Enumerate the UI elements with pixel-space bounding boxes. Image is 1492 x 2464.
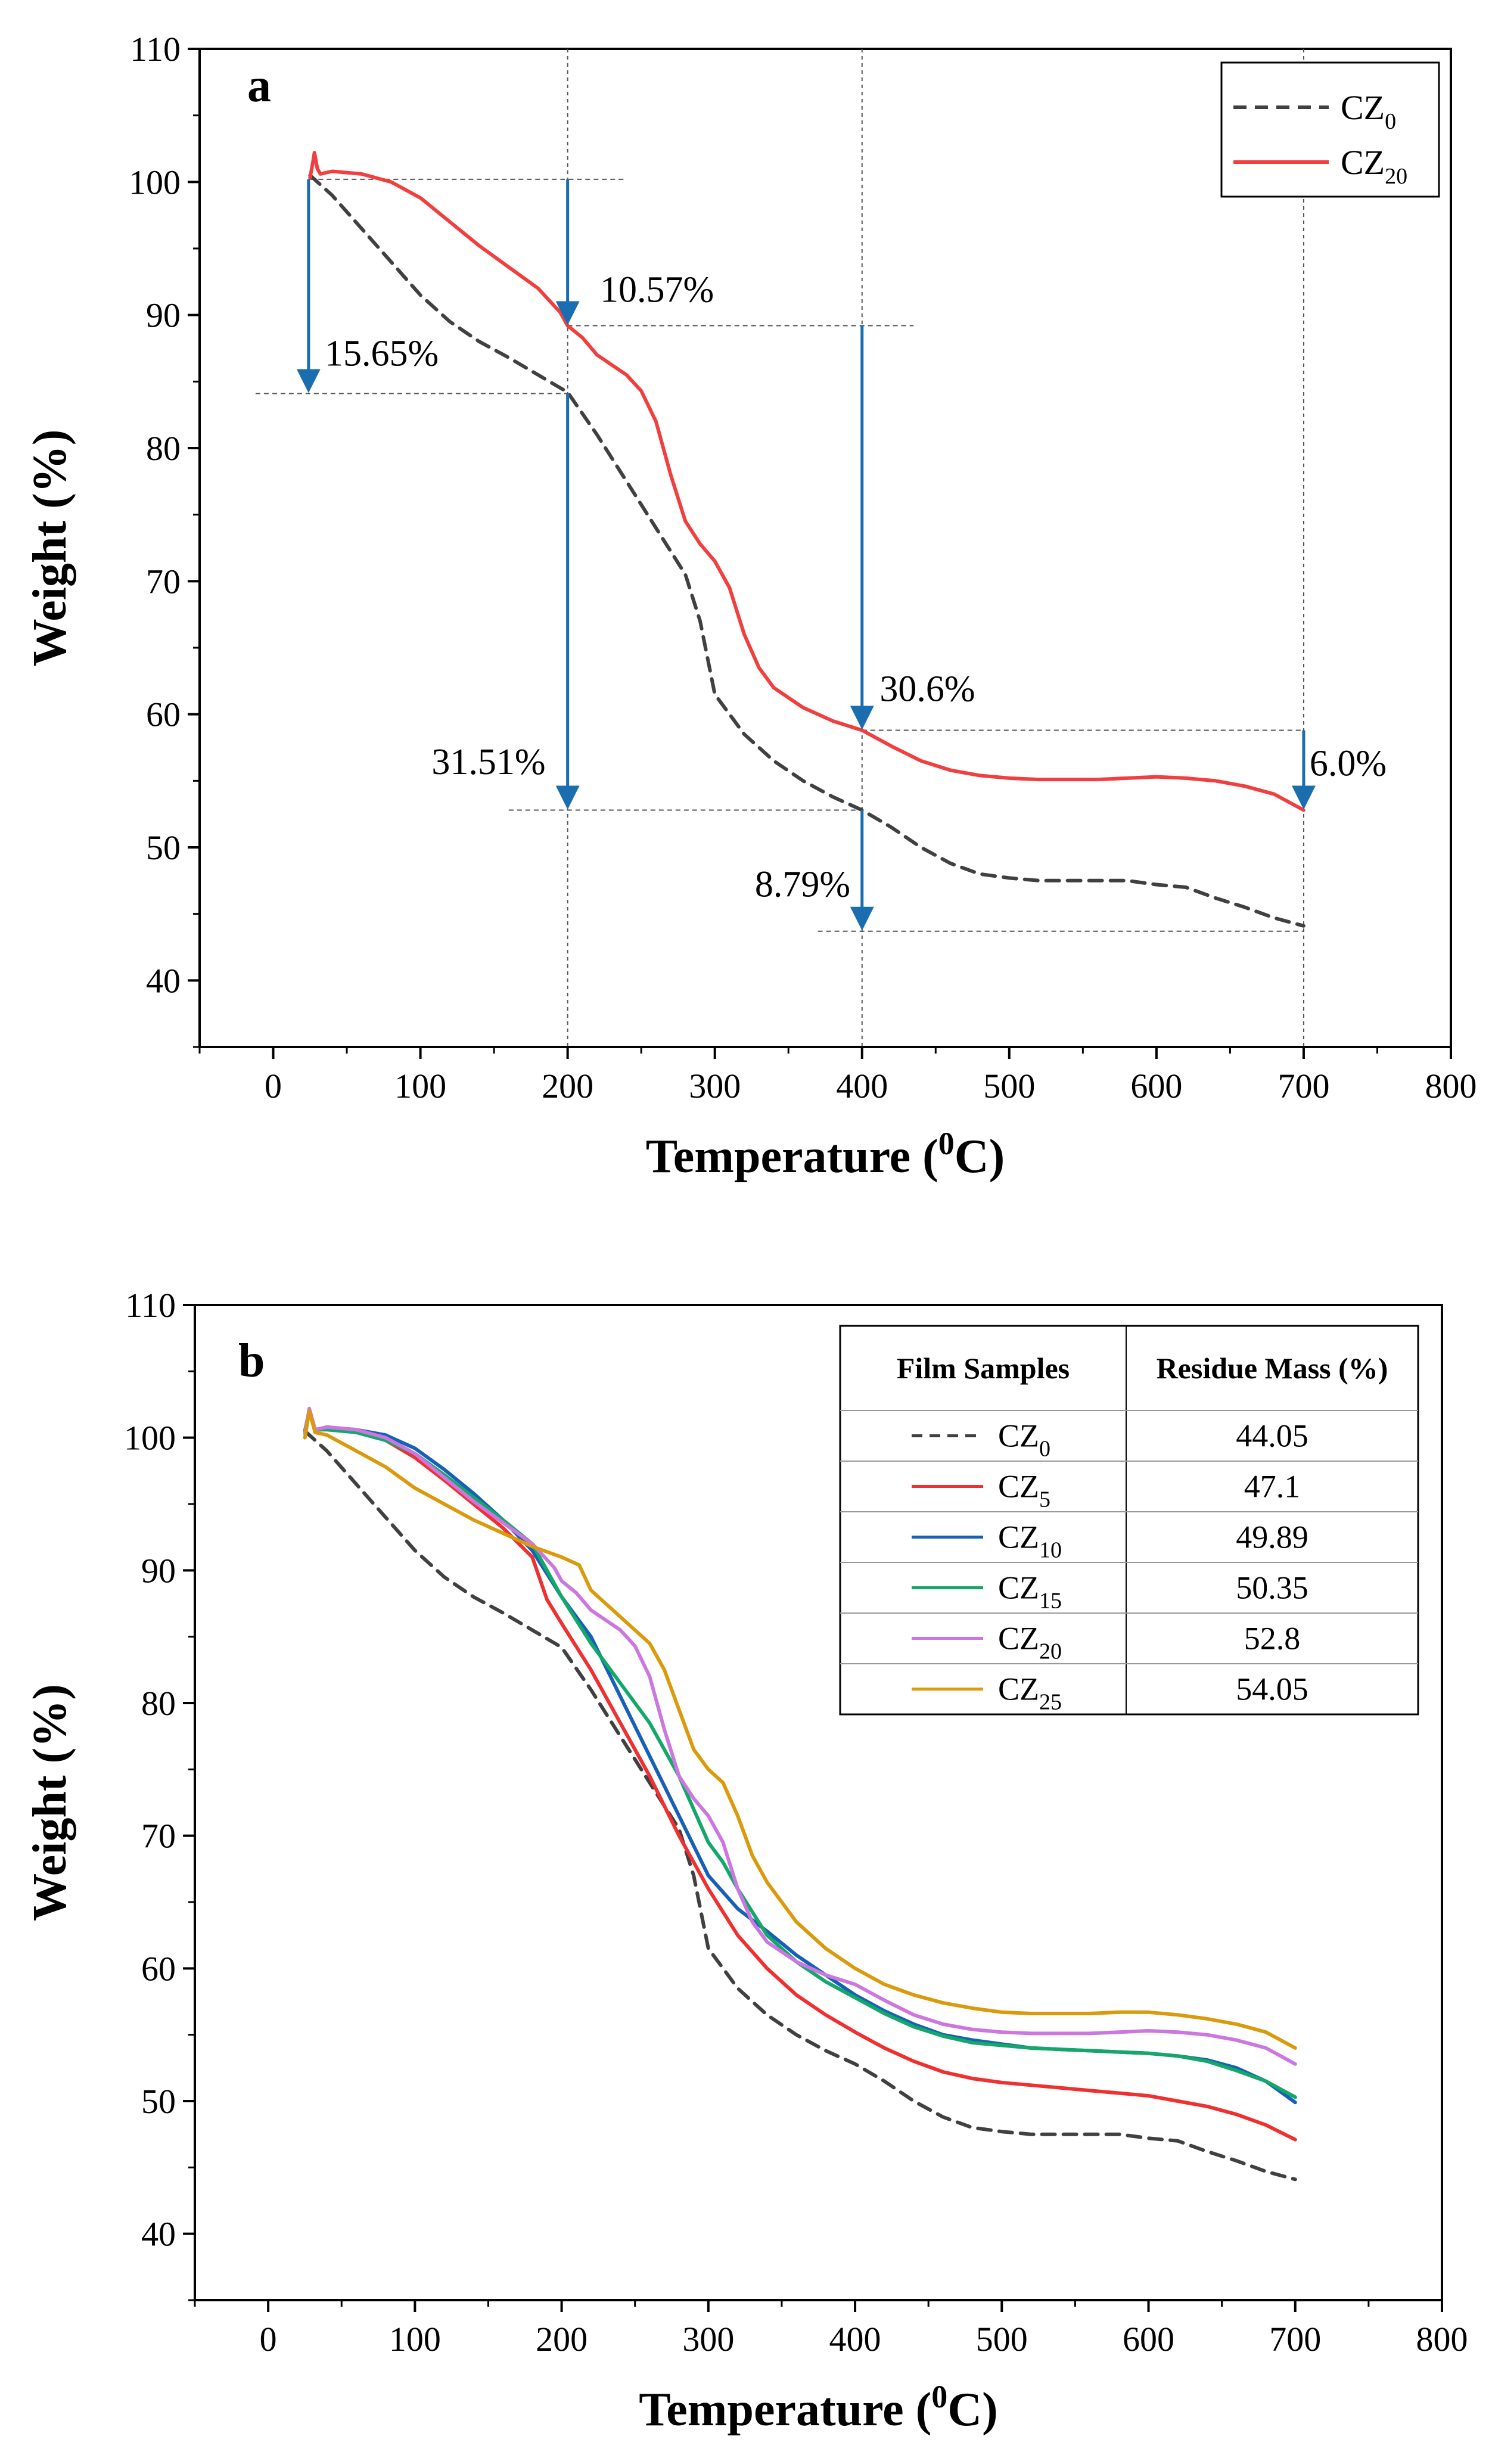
y-tick-label: 100 [124,1419,176,1458]
mass-loss-label: 6.0% [1310,743,1387,784]
x-axis-title-main: Temperature ( [639,2384,931,2436]
x-axis-title-main: Temperature ( [646,1130,938,1183]
plot-frame [198,48,1452,1048]
table-sample-name-main: CZ [998,1418,1039,1454]
table-sample-name-main: CZ [998,1570,1039,1606]
table-sample-name-sub: 5 [1039,1487,1050,1512]
table-sample-name-main: CZ [998,1469,1039,1505]
y-tick-label: 90 [141,1551,176,1590]
series-line-cz0 [308,173,1306,928]
series-line-cz20 [303,1406,1297,2066]
x-axis-title-end: C) [947,2384,997,2436]
table-residue-value: 52.8 [1244,1621,1301,1657]
y-tick-label: 60 [141,1949,176,1988]
table-residue-value: 47.1 [1244,1469,1301,1505]
table-sample-name: CZ0 [998,1418,1050,1462]
plot-frame [194,1304,1443,2301]
mass-loss-label: 31.51% [431,742,545,782]
series-line-cz5 [303,1409,1297,2142]
legend-label-main: CZ [1341,88,1385,127]
x-tick-label: 800 [1425,1067,1477,1105]
x-tick-label: 600 [1123,2320,1174,2359]
table-sample-name-main: CZ [998,1671,1039,1707]
x-tick-label: 0 [260,2320,277,2359]
y-tick-label: 40 [146,961,181,1000]
x-tick-label: 100 [389,2320,441,2359]
table-sample-name: CZ15 [998,1570,1062,1614]
mass-loss-label: 15.65% [325,334,439,374]
table-frame [839,1325,1419,1716]
x-axis-title: Temperature (0C) [646,1126,1005,1183]
table-sample-name-sub: 0 [1039,1437,1050,1462]
chart-panel-a: 0 100 200 300 400 500 600 700 800405060708090100… [24,30,1477,1183]
x-tick-label: 100 [394,1067,446,1105]
x-axis-title-end: C) [955,1130,1005,1183]
table-residue-value: 54.05 [1236,1671,1308,1707]
table-residue-value: 50.35 [1236,1570,1308,1606]
panel-label: a [247,60,271,112]
table-residue-value: 44.05 [1236,1418,1308,1454]
table-header: Residue Mass (%) [1157,1351,1388,1385]
panel-label: b [238,1335,265,1387]
y-tick-label: 50 [146,828,181,867]
y-axis-title: Weight (%) [24,430,76,667]
y-axis-title: Weight (%) [24,1684,76,1921]
table-sample-name: CZ25 [998,1671,1062,1715]
x-tick-label: 600 [1130,1067,1182,1105]
table-header: Film Samples [897,1351,1070,1385]
y-tick-label: 50 [141,2082,176,2121]
mass-loss-label: 8.79% [755,865,850,905]
table-sample-name: CZ20 [998,1621,1062,1664]
table-sample-name: CZ10 [998,1520,1062,1563]
table-sample-name-sub: 20 [1039,1639,1062,1664]
legend-box [1220,61,1440,198]
series-line-cz0 [303,1429,1297,2182]
table-sample-name-sub: 25 [1039,1690,1062,1715]
y-tick-label: 70 [146,562,181,601]
table-residue-value: 49.89 [1236,1520,1308,1555]
x-tick-label: 400 [829,2320,881,2359]
x-tick-label: 200 [542,1067,593,1105]
y-tick-label: 110 [130,30,181,69]
x-axis-title-sup: 0 [938,1126,955,1161]
y-tick-label: 60 [146,695,181,734]
x-tick-label: 500 [983,1067,1035,1105]
table-sample-name: CZ5 [998,1469,1050,1512]
series-line-cz25 [303,1409,1297,2050]
x-tick-label: 300 [682,2320,734,2359]
legend-label-sub: 0 [1385,109,1396,134]
legend-label: CZ0 [1341,88,1396,134]
y-tick-label: 80 [146,429,181,468]
x-tick-label: 300 [689,1067,741,1105]
x-tick-label: 200 [536,2320,588,2359]
legend-label-sub: 20 [1385,164,1407,189]
legend-label-main: CZ [1341,143,1385,182]
x-tick-label: 700 [1277,1067,1329,1105]
x-tick-label: 500 [976,2320,1028,2359]
y-tick-label: 100 [129,163,181,201]
x-tick-label: 800 [1416,2320,1468,2359]
legend-label: CZ20 [1341,143,1407,189]
x-tick-label: 400 [836,1067,888,1105]
table-sample-name-main: CZ [998,1621,1039,1657]
table-sample-name-sub: 10 [1039,1538,1062,1563]
table-sample-name-main: CZ [998,1520,1039,1555]
x-tick-label: 0 [265,1067,282,1105]
y-tick-label: 90 [146,296,181,335]
mass-loss-label: 10.57% [600,269,714,310]
mass-loss-label: 30.6% [879,669,975,709]
chart-panel-b: 0 100 200 300 400 500 600 700 800405060708090100… [24,1286,1468,2436]
y-tick-label: 40 [141,2215,176,2254]
x-axis-title: Temperature (0C) [639,2379,997,2436]
x-axis-title-sup: 0 [931,2379,947,2415]
table-sample-name-sub: 15 [1039,1589,1062,1614]
series-line-cz20 [308,151,1306,812]
x-tick-label: 700 [1269,2320,1321,2359]
y-tick-label: 110 [125,1286,176,1325]
y-tick-label: 80 [141,1684,176,1723]
y-tick-label: 70 [141,1817,176,1856]
